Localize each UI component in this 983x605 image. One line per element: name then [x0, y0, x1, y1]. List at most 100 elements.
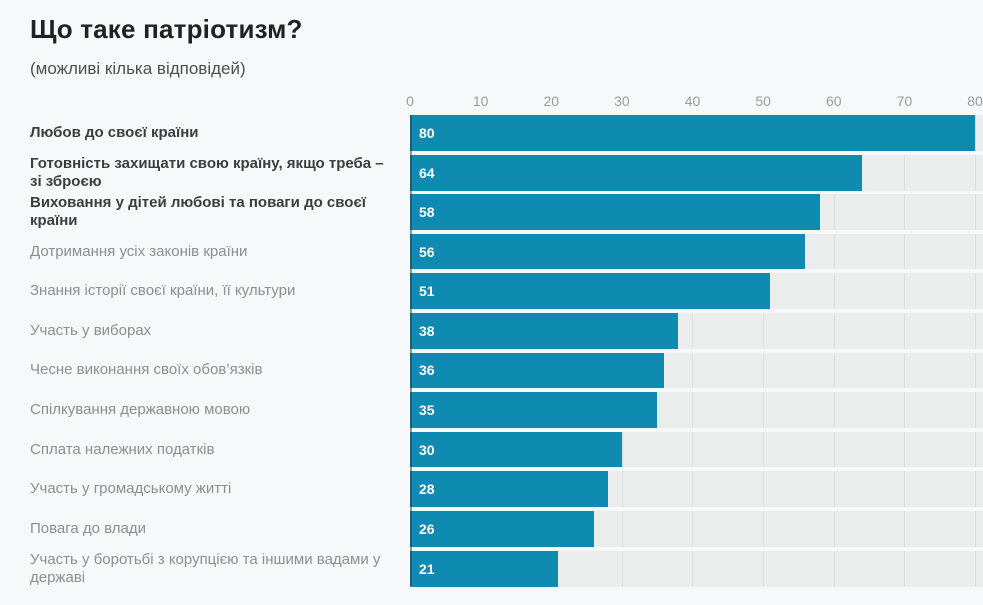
bar[interactable]: 36 [410, 352, 665, 389]
bar-track: 51 [410, 273, 983, 309]
bar[interactable]: 26 [410, 510, 594, 547]
bar-row: Готовність захищати свою країну, якщо тр… [0, 154, 983, 191]
bar[interactable]: 38 [410, 312, 679, 349]
gridline [904, 471, 906, 507]
bar[interactable]: 30 [410, 431, 622, 468]
bar-value-label: 35 [419, 401, 435, 418]
x-axis: 0 10 20 30 40 50 60 70 80 [0, 85, 983, 113]
gridline [692, 392, 694, 428]
gridline [692, 471, 694, 507]
bar-category-label: Повага до влади [30, 519, 147, 537]
gridline [833, 312, 835, 349]
x-tick-label: 50 [755, 93, 771, 109]
bar-value-label: 51 [419, 283, 435, 300]
bar-row: Дотримання усіх законів країни 56 [0, 233, 983, 270]
gridline [621, 550, 623, 587]
bar[interactable]: 21 [410, 550, 559, 587]
bar-category-label: Сплата належних податків [30, 440, 215, 458]
bar-track: 36 [410, 352, 983, 389]
bar-value-label: 64 [419, 164, 435, 181]
bar-track: 28 [410, 471, 983, 507]
bar-category-label: Участь у виборах [30, 321, 152, 339]
bar[interactable]: 80 [410, 115, 975, 151]
gridline [904, 431, 906, 468]
x-tick-label: 0 [406, 93, 414, 109]
gridline [763, 312, 765, 349]
bar-value-label: 28 [419, 481, 435, 498]
bar-row: Участь у виборах 38 [0, 312, 983, 349]
gridline [904, 392, 906, 428]
bar-track: 56 [410, 233, 983, 270]
gridline [692, 352, 694, 389]
bar-row: Повага до влади 26 [0, 510, 983, 547]
gridline [904, 194, 906, 231]
bar-value-label: 56 [419, 243, 435, 260]
gridline [974, 550, 976, 587]
bar-row: Любов до своєї країни 80 [0, 115, 983, 151]
gridline [904, 352, 906, 389]
bar-value-label: 26 [419, 520, 435, 537]
bar-row: Сплата належних податків 30 [0, 431, 983, 468]
bar-track: 21 [410, 550, 983, 587]
gridline [833, 194, 835, 231]
bar-category-label: Чесне виконання своїх обов’язків [30, 361, 263, 379]
bar-category-label: Спілкування державною мовою [30, 400, 251, 418]
gridline [974, 115, 976, 151]
gridline [763, 471, 765, 507]
bar-track: 35 [410, 392, 983, 428]
chart-subtitle: (можливі кілька відповідей) [30, 59, 246, 78]
bar[interactable]: 51 [410, 273, 771, 309]
gridline [833, 352, 835, 389]
x-tick-label: 60 [825, 93, 842, 109]
gridline [833, 233, 835, 270]
bar-row: Участь у боротьбі з корупцією та іншими … [0, 550, 983, 587]
bar-rows: Любов до своєї країни 80 Готовність захи… [0, 115, 983, 587]
gridline [763, 392, 765, 428]
bar-row: Виховання у дітей любові та поваги до св… [0, 194, 983, 231]
bar-category-label: Виховання у дітей любові та поваги до св… [30, 194, 366, 230]
gridline [833, 431, 835, 468]
gridline [763, 510, 765, 547]
bar[interactable]: 64 [410, 154, 862, 191]
gridline [974, 392, 976, 428]
x-tick-label: 40 [684, 93, 701, 109]
gridline [763, 550, 765, 587]
bar-track: 80 [410, 115, 983, 151]
bar[interactable]: 28 [410, 471, 608, 507]
bar-category-label: Участь у боротьбі з корупцією та іншими … [30, 550, 381, 586]
gridline [904, 154, 906, 191]
gridline [621, 471, 623, 507]
bar[interactable]: 35 [410, 392, 658, 428]
bar-track: 64 [410, 154, 983, 191]
gridline [621, 510, 623, 547]
gridline [692, 550, 694, 587]
bar-category-label: Готовність захищати свою країну, якщо тр… [30, 154, 384, 190]
bar-value-label: 21 [419, 560, 435, 577]
gridline [904, 273, 906, 309]
gridline [904, 550, 906, 587]
gridline [974, 431, 976, 468]
bar-category-label: Дотримання усіх законів країни [30, 242, 248, 260]
gridline [904, 233, 906, 270]
bar-value-label: 80 [419, 124, 435, 141]
gridline [833, 510, 835, 547]
gridline [763, 352, 765, 389]
bar-value-label: 30 [419, 441, 435, 458]
gridline [692, 431, 694, 468]
gridline [974, 154, 976, 191]
gridline [692, 510, 694, 547]
x-tick-label: 70 [896, 93, 913, 109]
gridline [904, 510, 906, 547]
bar-row: Чесне виконання своїх обов’язків 36 [0, 352, 983, 389]
x-tick-label: 30 [614, 93, 630, 109]
bar-value-label: 38 [419, 322, 435, 339]
gridline [621, 431, 623, 468]
bar[interactable]: 58 [410, 194, 820, 231]
x-tick-label: 80 [967, 93, 983, 109]
bar-category-label: Знання історії своєї країни, її культури [30, 282, 296, 300]
gridline [833, 550, 835, 587]
bar-category-label: Любов до своєї країни [30, 123, 199, 141]
x-tick-label: 10 [472, 93, 489, 109]
bar[interactable]: 56 [410, 233, 806, 270]
